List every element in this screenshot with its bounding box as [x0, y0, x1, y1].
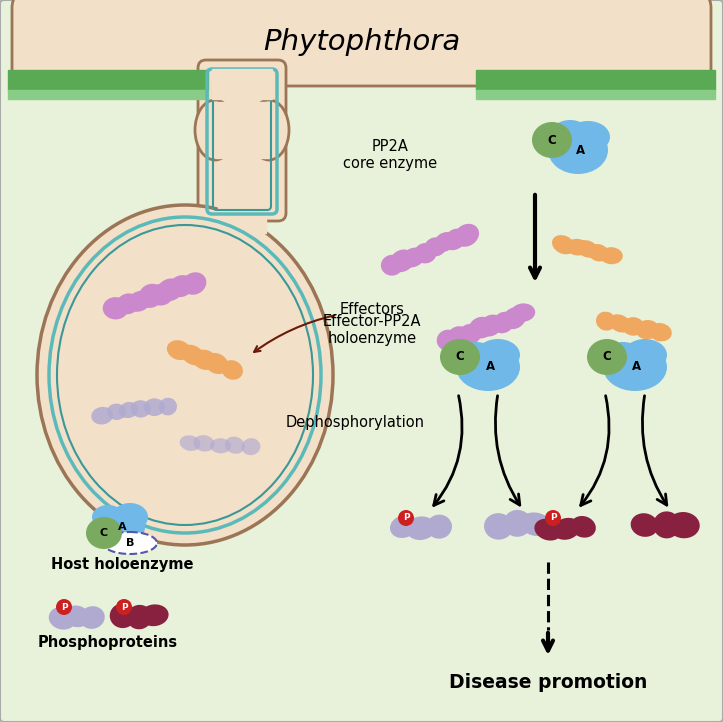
- Ellipse shape: [119, 402, 138, 418]
- Bar: [212, 69, 272, 99]
- Circle shape: [116, 599, 132, 615]
- Ellipse shape: [653, 511, 680, 539]
- Ellipse shape: [381, 255, 403, 276]
- Ellipse shape: [502, 308, 526, 329]
- Ellipse shape: [552, 518, 581, 540]
- Ellipse shape: [552, 235, 575, 254]
- Ellipse shape: [443, 229, 466, 251]
- Ellipse shape: [550, 120, 590, 150]
- Ellipse shape: [181, 344, 205, 365]
- Ellipse shape: [476, 339, 520, 371]
- Ellipse shape: [636, 320, 659, 339]
- Ellipse shape: [479, 315, 502, 336]
- Ellipse shape: [157, 279, 184, 301]
- Ellipse shape: [37, 205, 333, 545]
- Ellipse shape: [534, 518, 562, 541]
- Ellipse shape: [440, 339, 480, 375]
- Ellipse shape: [182, 272, 206, 295]
- Ellipse shape: [623, 317, 644, 336]
- Ellipse shape: [86, 517, 122, 549]
- Ellipse shape: [144, 399, 165, 416]
- Ellipse shape: [649, 323, 672, 342]
- Ellipse shape: [116, 293, 140, 314]
- Circle shape: [398, 510, 414, 526]
- FancyBboxPatch shape: [198, 60, 286, 221]
- Ellipse shape: [469, 317, 494, 339]
- Ellipse shape: [48, 606, 77, 630]
- Ellipse shape: [427, 515, 452, 539]
- Ellipse shape: [159, 398, 177, 415]
- Ellipse shape: [437, 330, 459, 351]
- Ellipse shape: [406, 516, 436, 540]
- Ellipse shape: [167, 340, 191, 360]
- Text: C: C: [455, 350, 464, 363]
- Ellipse shape: [169, 275, 194, 297]
- Bar: [215, 102, 269, 158]
- Ellipse shape: [484, 513, 513, 539]
- Ellipse shape: [140, 604, 168, 626]
- Text: P: P: [549, 513, 556, 523]
- Bar: [8, 70, 208, 90]
- Ellipse shape: [103, 297, 129, 319]
- Ellipse shape: [456, 343, 520, 391]
- Ellipse shape: [667, 512, 700, 539]
- Ellipse shape: [424, 238, 446, 256]
- Text: Dephosphorylation: Dephosphorylation: [286, 414, 424, 430]
- Ellipse shape: [458, 324, 482, 344]
- Ellipse shape: [91, 407, 113, 425]
- Ellipse shape: [195, 100, 235, 160]
- Bar: [476, 90, 715, 99]
- Ellipse shape: [225, 437, 245, 454]
- Ellipse shape: [103, 532, 157, 554]
- Ellipse shape: [570, 516, 596, 538]
- Ellipse shape: [139, 284, 163, 308]
- Ellipse shape: [127, 605, 152, 630]
- Text: C: C: [100, 528, 108, 538]
- Text: Phytophthora: Phytophthora: [263, 28, 461, 56]
- Ellipse shape: [456, 342, 496, 372]
- Text: A: A: [576, 144, 585, 157]
- Ellipse shape: [596, 312, 616, 331]
- Ellipse shape: [131, 400, 150, 417]
- Ellipse shape: [401, 248, 426, 268]
- Ellipse shape: [414, 243, 437, 264]
- Ellipse shape: [447, 326, 469, 347]
- Text: Effector-PP2A
holoenzyme: Effector-PP2A holoenzyme: [322, 314, 422, 347]
- Text: Host holoenzyme: Host holoenzyme: [51, 557, 193, 573]
- Ellipse shape: [95, 507, 145, 547]
- Text: P: P: [403, 513, 409, 523]
- Ellipse shape: [390, 515, 418, 538]
- Ellipse shape: [609, 314, 631, 333]
- Text: Phosphoproteins: Phosphoproteins: [38, 635, 178, 651]
- Ellipse shape: [210, 438, 231, 453]
- Bar: [218, 198, 266, 233]
- Ellipse shape: [588, 244, 609, 261]
- Text: Effectors: Effectors: [254, 303, 405, 352]
- Ellipse shape: [492, 312, 515, 334]
- Ellipse shape: [630, 513, 658, 537]
- Ellipse shape: [510, 303, 535, 322]
- Ellipse shape: [64, 606, 90, 627]
- Text: P: P: [61, 602, 67, 612]
- Ellipse shape: [192, 349, 217, 370]
- Text: P: P: [121, 602, 127, 612]
- Ellipse shape: [249, 100, 289, 160]
- Ellipse shape: [390, 250, 414, 272]
- Ellipse shape: [565, 239, 589, 256]
- Ellipse shape: [112, 503, 148, 531]
- Ellipse shape: [600, 247, 623, 264]
- Ellipse shape: [194, 435, 215, 451]
- Text: A: A: [633, 360, 641, 373]
- Ellipse shape: [434, 232, 455, 252]
- Text: Disease promotion: Disease promotion: [449, 672, 647, 692]
- Ellipse shape: [180, 435, 200, 451]
- Ellipse shape: [92, 505, 124, 529]
- Text: B: B: [126, 538, 134, 548]
- Ellipse shape: [110, 603, 136, 628]
- Bar: [476, 70, 715, 90]
- Ellipse shape: [587, 339, 627, 375]
- Text: PP2A
core enzyme: PP2A core enzyme: [343, 139, 437, 171]
- Text: C: C: [603, 350, 612, 363]
- Ellipse shape: [80, 606, 105, 629]
